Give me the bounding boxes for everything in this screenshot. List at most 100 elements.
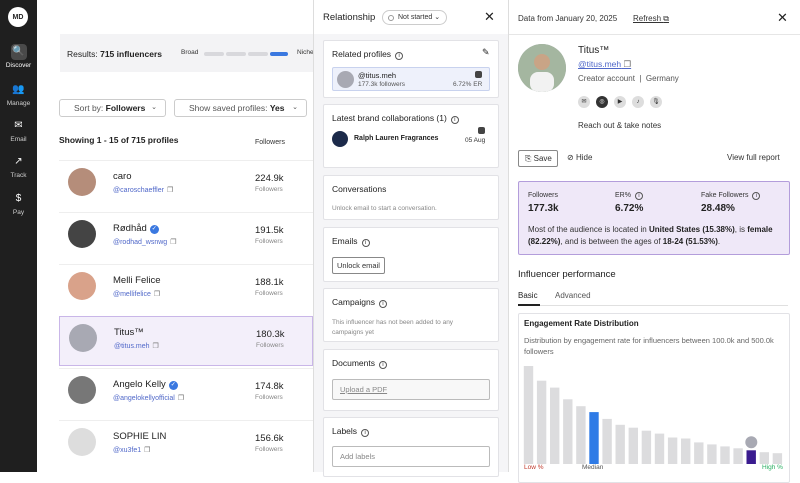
hide-button[interactable]: ⊘ Hide: [567, 153, 593, 162]
table-row[interactable]: caro @caroschaeffler ❐ 224.9k Followers: [59, 160, 313, 210]
copy-icon[interactable]: ❐: [623, 59, 632, 69]
follower-label: Followers: [255, 186, 283, 193]
verified-icon: ✓: [168, 381, 178, 390]
related-profiles-title: Related profiles i: [332, 49, 404, 60]
status-dropdown[interactable]: Not started ⌄: [382, 10, 448, 25]
nav-item-label: Discover: [5, 62, 32, 69]
nav-item-manage[interactable]: 👥 Manage: [0, 78, 37, 112]
info-icon[interactable]: i: [379, 300, 387, 308]
chart-bar: [667, 437, 678, 464]
emails-card: Emails i Unlock email: [323, 227, 499, 282]
influencer-handle[interactable]: @mellifelice ❐: [113, 291, 161, 298]
view-full-report-link[interactable]: View full report: [727, 153, 780, 162]
copy-icon[interactable]: ❐: [152, 343, 159, 350]
table-row[interactable]: Titus™ @titus.meh ❐ 180.3k Followers: [59, 316, 313, 366]
influencer-name[interactable]: caro: [113, 171, 132, 182]
info-icon[interactable]: i: [379, 361, 387, 369]
table-row[interactable]: Melli Felice @mellifelice ❐ 188.1k Followers: [59, 264, 313, 314]
nav-item-track[interactable]: ↗ Track: [0, 150, 37, 184]
refresh-link[interactable]: Refresh ⧉: [633, 14, 669, 23]
instagram-icon[interactable]: ◎: [596, 96, 608, 108]
table-row[interactable]: SOPHIE LIN @xu3fe1 ❐ 156.6k Followers: [59, 420, 313, 470]
related-profiles-card: Related profiles i ✎ @titus.meh 177.3k fo…: [323, 40, 499, 98]
nav-item-email[interactable]: ✉ Email: [0, 114, 37, 148]
info-icon[interactable]: i: [361, 429, 370, 437]
info-icon[interactable]: i: [752, 192, 761, 200]
influencer-handle[interactable]: @rodhad_wsnwg ❐: [113, 239, 177, 246]
copy-icon[interactable]: ❐: [177, 395, 185, 402]
labels-input[interactable]: Add labels: [332, 446, 490, 467]
emails-title: Emails i: [332, 236, 370, 247]
chart-bar: [694, 442, 704, 464]
save-button[interactable]: ⎘ Save: [518, 150, 558, 167]
related-profile-item[interactable]: @titus.meh 177.3k followers 6.72% ER: [332, 67, 490, 91]
copy-icon[interactable]: ❐: [166, 187, 174, 194]
niche-slider[interactable]: [204, 52, 288, 56]
chart-bar: [550, 387, 560, 464]
documents-card: Documents i Upload a PDF: [323, 349, 499, 411]
avatar: [68, 376, 96, 404]
close-icon[interactable]: ✕: [777, 10, 788, 25]
related-profile-handle: @titus.meh: [358, 71, 397, 80]
influencer-name[interactable]: Angelo Kelly ✓: [113, 379, 178, 390]
profile-name: Titus™: [578, 45, 610, 56]
youtube-icon[interactable]: ▶: [614, 96, 626, 108]
saved-profiles-dropdown[interactable]: Show saved profiles: Yes ⌄: [174, 99, 307, 117]
related-profile-er: 6.72% ER: [453, 81, 483, 88]
influencer-name[interactable]: SOPHIE LIN: [113, 431, 167, 442]
unlock-email-button[interactable]: Unlock email: [332, 257, 385, 274]
influencer-handle[interactable]: @angelokellyofficial ❐: [113, 395, 185, 402]
copy-icon[interactable]: ❐: [153, 291, 161, 298]
upload-pdf-button[interactable]: Upload a PDF: [332, 379, 490, 400]
brand-name[interactable]: Ralph Lauren Fragrances: [354, 135, 439, 142]
influencer-handle[interactable]: @xu3fe1 ❐: [113, 447, 151, 454]
info-icon[interactable]: i: [395, 52, 404, 60]
chart-title: Engagement Rate Distribution: [524, 319, 639, 328]
copy-icon[interactable]: ❐: [144, 447, 151, 454]
instagram-icon: [478, 127, 485, 134]
x-median-label: Median: [582, 464, 604, 471]
edit-pencil-icon[interactable]: ✎: [482, 47, 490, 57]
follower-label: Followers: [255, 446, 283, 453]
table-row[interactable]: Angelo Kelly ✓ @angelokellyofficial ❐ 174.8k…: [59, 368, 313, 418]
influencer-name[interactable]: Titus™: [114, 327, 144, 338]
people-icon: 👥: [12, 84, 25, 95]
results-list-panel: Results: 715 influencers Broad Niche Sor…: [37, 0, 314, 472]
audience-summary: Most of the audience is located in Unite…: [528, 225, 773, 246]
status-circle-icon: [388, 15, 394, 21]
influencer-handle[interactable]: @titus.meh ❐: [114, 343, 159, 350]
external-link-icon: ⧉: [663, 14, 669, 23]
chevron-down-icon: ⌄: [292, 104, 298, 111]
nav-item-discover[interactable]: 🔍 Discover: [0, 40, 37, 74]
chart-bar: [720, 446, 730, 464]
results-bar: Results: 715 influencers Broad Niche: [60, 34, 314, 72]
influencer-name[interactable]: Melli Felice: [113, 275, 161, 286]
tab-basic[interactable]: Basic: [518, 291, 538, 300]
info-icon[interactable]: i: [450, 116, 459, 124]
info-icon[interactable]: i: [361, 239, 370, 247]
email-icon[interactable]: ✉: [578, 96, 590, 108]
labels-card: Labels i Add labels: [323, 417, 499, 477]
reach-out-link[interactable]: Reach out & take notes: [578, 121, 662, 130]
data-date: Data from January 20, 2025: [518, 14, 618, 23]
table-row[interactable]: Rødhåd ✓ @rodhad_wsnwg ❐ 191.5k Followers: [59, 212, 313, 262]
info-icon[interactable]: i: [634, 192, 643, 200]
tab-advanced[interactable]: Advanced: [555, 291, 591, 300]
influencer-handle[interactable]: @caroschaeffler ❐: [113, 187, 174, 194]
sort-dropdown[interactable]: Sort by: Followers ⌄: [59, 99, 166, 117]
showing-count: Showing 1 - 15 of 715 profiles: [59, 135, 179, 145]
app-logo[interactable]: MD: [8, 7, 28, 27]
podcast-icon[interactable]: 🎙: [650, 96, 662, 108]
followers-column-header[interactable]: Followers: [255, 139, 285, 146]
nav-item-pay[interactable]: $ Pay: [0, 187, 37, 221]
influencer-name[interactable]: Rødhåd ✓: [113, 223, 159, 234]
chart-bar: [681, 438, 691, 464]
copy-icon[interactable]: ❐: [170, 239, 177, 246]
collab-date: 05 Aug: [465, 137, 486, 144]
er-stat-value: 6.72%: [615, 203, 644, 214]
nav-item-label: Track: [10, 172, 27, 179]
tiktok-icon[interactable]: ♪: [632, 96, 644, 108]
engagement-rate-card: Engagement Rate Distribution Distributio…: [518, 313, 790, 483]
profile-handle[interactable]: @titus.meh ❐: [578, 59, 632, 69]
close-icon[interactable]: ✕: [484, 9, 495, 24]
